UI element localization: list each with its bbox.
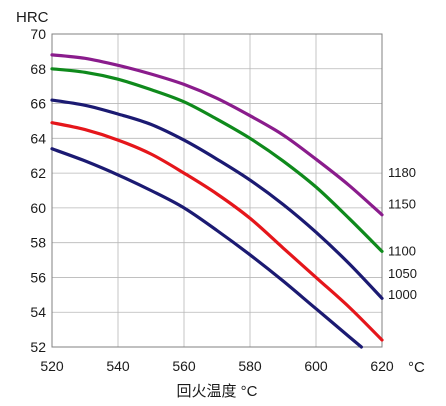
x-tick-label: 520 [40,358,64,374]
y-tick-label: 60 [30,200,46,216]
series-line-1050 [50,121,384,342]
series-line-1150 [50,67,384,253]
grid [51,33,383,348]
x-tick-label: 580 [238,358,262,374]
y-tick-label: 70 [30,26,46,42]
y-tick-label: 62 [30,165,46,181]
series-line-1100 [50,98,384,300]
y-tick-label: 64 [30,130,46,146]
y-tick-label: 56 [30,269,46,285]
series-labels: 1180 1150 1100 1050 1000 [388,165,417,302]
plot-frame [51,33,383,348]
y-tick-label: 52 [30,339,46,355]
y-tick-label: 66 [30,96,46,112]
y-tick-label: 68 [30,61,46,77]
series-label-1000: 1000 [388,287,417,302]
y-tick-label: 58 [30,235,46,251]
x-axis-title: 回火温度 °C [177,383,258,400]
series-label-1050: 1050 [388,266,417,281]
series-label-1150: 1150 [388,196,416,211]
x-tick-label: 600 [304,358,328,374]
x-tick-label: 620 [370,358,394,374]
series-line-1180 [50,53,384,217]
series-label-1180: 1180 [388,165,416,180]
y-axis-title: HRC [16,9,49,26]
x-axis-unit: °C [408,359,425,376]
x-tick-labels: 520 540 560 580 600 620 [40,358,394,374]
series-lines [50,53,384,349]
series-label-1100: 1100 [388,243,416,258]
x-tick-label: 540 [106,358,130,374]
series-line-1000 [50,147,363,349]
y-tick-label: 54 [30,304,46,320]
y-tick-labels: 52 54 56 58 60 62 64 66 68 70 [30,26,46,355]
x-tick-label: 560 [172,358,196,374]
